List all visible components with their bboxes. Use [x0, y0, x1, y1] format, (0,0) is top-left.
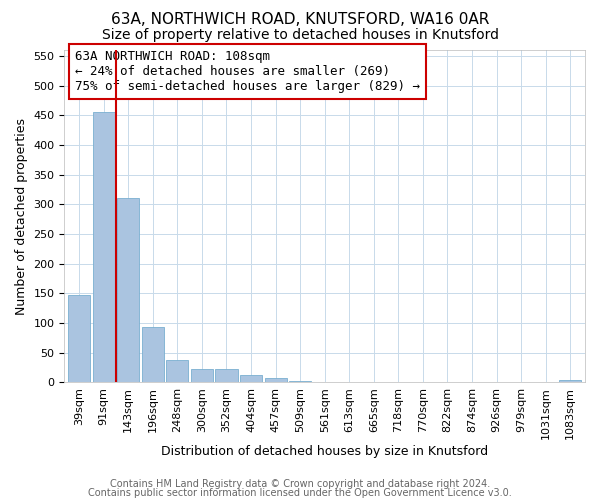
Bar — [240, 375, 262, 382]
Bar — [142, 327, 164, 382]
Bar — [68, 295, 90, 382]
Text: Size of property relative to detached houses in Knutsford: Size of property relative to detached ho… — [101, 28, 499, 42]
Bar — [117, 198, 139, 382]
Text: 63A, NORTHWICH ROAD, KNUTSFORD, WA16 0AR: 63A, NORTHWICH ROAD, KNUTSFORD, WA16 0AR — [111, 12, 489, 28]
Bar — [289, 381, 311, 382]
Bar — [191, 369, 213, 382]
Bar — [265, 378, 287, 382]
Text: Contains public sector information licensed under the Open Government Licence v3: Contains public sector information licen… — [88, 488, 512, 498]
X-axis label: Distribution of detached houses by size in Knutsford: Distribution of detached houses by size … — [161, 444, 488, 458]
Bar — [215, 369, 238, 382]
Y-axis label: Number of detached properties: Number of detached properties — [15, 118, 28, 314]
Bar — [92, 112, 115, 382]
Text: 63A NORTHWICH ROAD: 108sqm
← 24% of detached houses are smaller (269)
75% of sem: 63A NORTHWICH ROAD: 108sqm ← 24% of deta… — [75, 50, 420, 93]
Text: Contains HM Land Registry data © Crown copyright and database right 2024.: Contains HM Land Registry data © Crown c… — [110, 479, 490, 489]
Bar — [166, 360, 188, 382]
Bar — [559, 380, 581, 382]
